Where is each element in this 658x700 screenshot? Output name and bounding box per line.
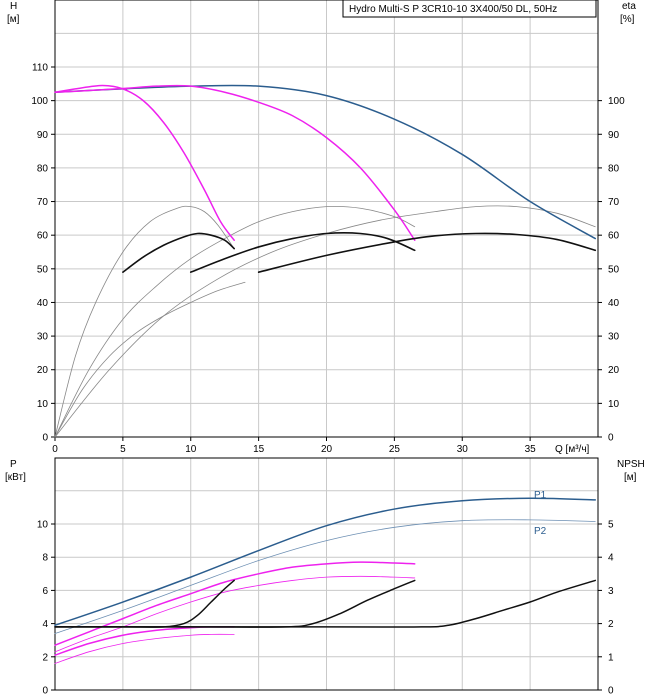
p-axis-unit: [кВт] <box>5 472 26 483</box>
top-series-eta-1-pump-thin <box>54 205 235 438</box>
bottom-series-p1 <box>54 497 597 627</box>
axis-layer: 0 5 10 15 20 25 30 3501020304050607080901001100… <box>31 0 625 697</box>
eta-tick-label: 0 <box>608 433 614 444</box>
x-tick-label: 5 <box>120 444 126 455</box>
bottom-series-p2-2-pumps <box>54 575 416 653</box>
top-series-eta-3-pumps-thin <box>54 205 596 438</box>
x-tick-label: 20 <box>321 444 333 455</box>
series-layer <box>54 84 597 664</box>
eta-tick-label: 40 <box>608 298 620 309</box>
eta-tick-label: 80 <box>608 163 620 174</box>
eta-tick-label: 70 <box>608 197 620 208</box>
top-series-h-1-pump <box>54 84 235 241</box>
x-tick-label: 35 <box>525 444 537 455</box>
x-tick-label: 25 <box>389 444 401 455</box>
npsh-tick-label: 5 <box>608 520 614 531</box>
eta-tick-label: 100 <box>608 96 625 107</box>
x-tick-label: 0 <box>52 444 58 455</box>
p-tick-label: 2 <box>42 652 48 663</box>
eta-axis-unit: [%] <box>620 14 635 25</box>
top-series-eta-2-pumps-bold <box>189 232 416 273</box>
eta-tick-label: 50 <box>608 264 620 275</box>
chart-title: Hydro Multi-S P 3CR10-10 3X400/50 DL, 50… <box>349 4 557 15</box>
p-tick-label: 0 <box>42 686 48 697</box>
top-series-eta-4-pumps-thin <box>54 281 246 438</box>
top-series-eta-2-pumps-thin <box>54 205 416 438</box>
eta-tick-label: 60 <box>608 231 620 242</box>
npsh-tick-label: 1 <box>608 652 614 663</box>
h-tick-label: 10 <box>37 399 49 410</box>
h-tick-label: 70 <box>37 197 49 208</box>
grid-layer <box>55 0 598 690</box>
legend-p1: P1 <box>534 490 547 501</box>
p-tick-label: 8 <box>42 553 48 564</box>
p-axis-label: P <box>10 459 17 470</box>
legend-p2: P2 <box>534 526 547 537</box>
h-tick-label: 30 <box>37 332 49 343</box>
npsh-tick-label: 2 <box>608 619 614 630</box>
x-tick-label: 15 <box>253 444 265 455</box>
h-tick-label: 50 <box>37 264 49 275</box>
npsh-tick-label: 3 <box>608 586 614 597</box>
bottom-series-p2-1-pump <box>54 633 235 664</box>
bottom-series-p1-2-pumps <box>54 561 416 646</box>
h-tick-label: 110 <box>32 63 48 74</box>
npsh-axis-unit: [м] <box>624 472 637 483</box>
h-axis-label: H <box>10 1 17 12</box>
bottom-series-p2 <box>54 519 596 634</box>
top-series-eta-3-pumps-bold <box>257 232 597 273</box>
eta-tick-label: 90 <box>608 130 620 141</box>
p-tick-label: 4 <box>42 619 48 630</box>
eta-tick-label: 10 <box>608 399 620 410</box>
bottom-plot-frame <box>54 457 599 691</box>
npsh-tick-label: 0 <box>608 686 614 697</box>
q-axis-label: Q [м³/ч] <box>555 444 590 455</box>
bottom-series-npsh-2 <box>54 579 416 628</box>
h-tick-label: 0 <box>42 433 48 444</box>
eta-tick-label: 20 <box>608 365 620 376</box>
p-tick-label: 6 <box>42 586 48 597</box>
eta-axis-label: eta <box>622 1 636 12</box>
top-series-eta-1-pump-bold <box>122 232 235 273</box>
h-tick-label: 40 <box>37 298 49 309</box>
h-tick-label: 90 <box>37 130 49 141</box>
npsh-tick-label: 4 <box>608 553 614 564</box>
top-series-h-3-pumps <box>54 84 597 240</box>
npsh-axis-label: NPSH <box>617 459 645 470</box>
h-tick-label: 60 <box>37 231 49 242</box>
p-tick-label: 10 <box>37 520 49 531</box>
x-tick-label: 10 <box>185 444 197 455</box>
bottom-series-npsh-3 <box>54 579 597 628</box>
h-tick-label: 80 <box>37 163 49 174</box>
x-tick-label: 30 <box>457 444 469 455</box>
h-axis-unit: [м] <box>7 14 20 25</box>
top-series-h-2-pumps <box>54 84 416 241</box>
h-tick-label: 100 <box>31 96 48 107</box>
chart-title-box: Hydro Multi-S P 3CR10-10 3X400/50 DL, 50… <box>342 0 597 18</box>
eta-tick-label: 30 <box>608 332 620 343</box>
h-tick-label: 20 <box>37 365 49 376</box>
